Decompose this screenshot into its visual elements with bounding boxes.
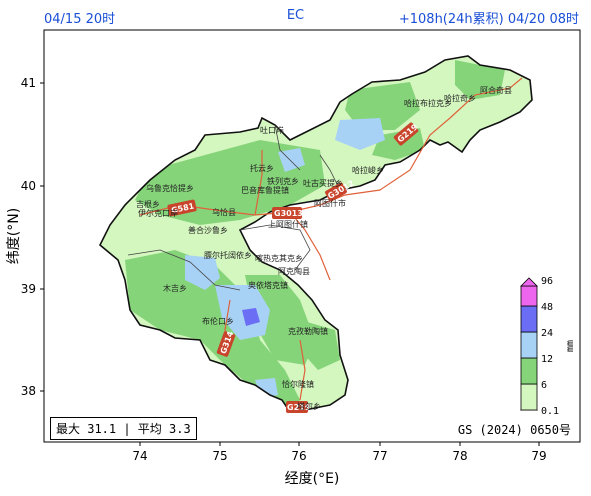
county-boundaries (127, 124, 341, 291)
place-label: 哈拉布拉克乡 (404, 98, 452, 108)
place-label: 伊尔克口岸 (138, 208, 178, 218)
place-labels: 吐口岸 阿合奇县 哈拉布拉克乡 哈拉奇乡 托云乡 铁列克乡 吐古买提乡 哈拉峻乡… (136, 85, 512, 411)
map-approval-number: GS (2024) 0650号 (457, 423, 571, 437)
place-label: 哈拉峻乡 (352, 165, 384, 175)
place-label: 善合沙鲁乡 (188, 225, 228, 235)
place-label: 阿克陶县 (278, 266, 310, 276)
x-tick-label: 79 (531, 449, 546, 463)
colorbar-legend: 0.1 6 12 24 48 96 mm (519, 276, 576, 417)
place-label: 阿图什市 (314, 198, 346, 208)
colorbar-label: 48 (541, 302, 553, 313)
header-model: EC (286, 8, 305, 23)
place-label: 恰尔隆镇 (282, 379, 314, 389)
y-tick-label: 41 (21, 76, 36, 90)
place-label: 膘尔托阔依乡 (204, 250, 252, 260)
place-label: 奥依塔克镇 (248, 280, 288, 290)
colorbar-label: 0.1 (541, 406, 559, 417)
colorbar-label: 12 (541, 354, 553, 365)
place-label: 铁列克乡 (267, 176, 299, 186)
place-label: 吉根乡 (136, 199, 160, 209)
road-label: G219 (287, 403, 311, 412)
place-label: 乌恰县 (212, 207, 236, 217)
place-label: 上阿图什镇 (268, 219, 308, 229)
x-tick-label: 77 (372, 449, 387, 463)
colorbar-label: 6 (541, 380, 547, 391)
place-label: 阿合奇县 (480, 85, 512, 95)
road-network (139, 77, 523, 401)
road-label: G3013 (274, 209, 303, 218)
place-label: 托云乡 (250, 163, 274, 173)
y-axis-title: 纬度(°N) (6, 208, 22, 264)
place-label: 巴音库鲁提镇 (241, 185, 289, 195)
header-lead-time: +108h(24h累积) 04/20 08时 (398, 12, 579, 27)
place-label: 哈拉奇乡 (444, 93, 476, 103)
y-tick-label: 39 (21, 282, 36, 296)
y-tick-labels: 41 40 39 38 (21, 76, 36, 398)
colorbar-label: 96 (541, 276, 553, 287)
header-init-time: 04/15 20时 (44, 12, 116, 27)
region-boundary (99, 55, 533, 413)
place-label: 吐古买提乡 (303, 178, 343, 188)
place-label: 吐口岸 (260, 126, 284, 135)
x-tick-label: 78 (452, 449, 467, 463)
place-label: 塔尔乡 (297, 401, 321, 411)
x-tick-label: 75 (212, 449, 227, 463)
place-label: 喀热克其克乡 (255, 253, 303, 263)
place-label: 木吉乡 (163, 283, 187, 293)
place-label: 乌鲁克恰提乡 (146, 183, 194, 193)
y-tick-label: 40 (21, 179, 36, 193)
x-tick-label: 76 (291, 449, 306, 463)
tick-marks (40, 82, 540, 446)
place-label: 克孜勒陶镇 (288, 326, 328, 336)
colorbar-label: 24 (541, 328, 553, 339)
colorbar-unit: mm (565, 340, 576, 352)
x-tick-labels: 74 75 76 77 78 79 (132, 449, 546, 463)
place-label: 布伦口乡 (202, 316, 234, 326)
x-axis-title: 经度(°E) (285, 471, 340, 487)
x-tick-label: 74 (132, 449, 147, 463)
y-tick-label: 38 (21, 384, 36, 398)
stats-box: 最大 31.1 | 平均 3.3 (50, 417, 197, 440)
